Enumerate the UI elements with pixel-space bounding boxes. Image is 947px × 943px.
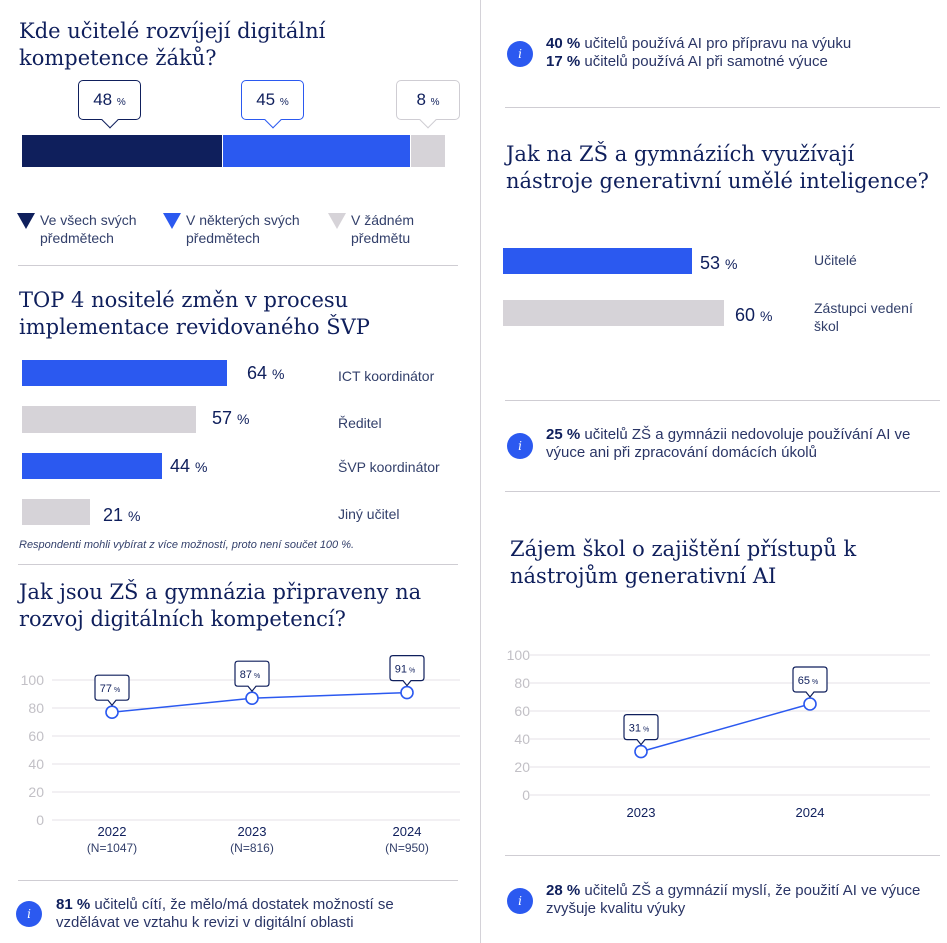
x-tick-label: 2022 <box>98 824 127 839</box>
x-tick-label: 2023 <box>627 805 656 820</box>
legend-marker-some <box>163 213 181 229</box>
data-callout <box>389 655 425 687</box>
s2-title: TOP 4 nositelé změn v procesu implementa… <box>19 288 370 339</box>
s4-label-teachers: Učitelé <box>814 252 857 268</box>
divider <box>18 564 458 565</box>
info4-text: 28 % učitelů ZŠ a gymnázií myslí, že pou… <box>546 882 921 917</box>
legend-all: Ve všech svých předmětech <box>40 212 137 246</box>
s1-value-some: 45 <box>256 90 276 109</box>
s2-value-teacher: 21 % <box>103 505 141 525</box>
s4-value-teachers: 53 % <box>700 253 738 273</box>
s3-series-line <box>111 691 408 713</box>
divider <box>18 265 458 266</box>
s1-value-all: 48 <box>93 90 113 109</box>
s2-label-svp: ŠVP koordinátor <box>338 459 440 475</box>
info-icon: i <box>507 41 533 67</box>
x-sample-label: (N=950) <box>385 841 429 855</box>
divider <box>505 400 940 401</box>
data-label: 31 % <box>629 723 649 735</box>
s2-bar-teacher <box>22 499 90 525</box>
s2-label-ict: ICT koordinátor <box>338 368 435 384</box>
s5-title: Zájem škol o zajištění přístupů k nástro… <box>510 537 857 588</box>
info-icon: i <box>16 901 42 927</box>
y-tick-label: 40 <box>514 731 530 747</box>
s1-bar-all <box>22 135 222 167</box>
data-label: 87 % <box>240 669 260 681</box>
divider <box>505 491 940 492</box>
y-tick-label: 0 <box>522 787 530 803</box>
data-label: 91 % <box>395 664 415 676</box>
legend-marker-none <box>328 213 346 229</box>
s2-value-ict: 64 % <box>247 363 285 383</box>
s4-bar-management <box>503 300 724 326</box>
data-point <box>105 705 119 719</box>
y-tick-label: 100 <box>507 647 531 663</box>
s1-callout-some: 45 % <box>241 80 304 129</box>
data-label: 77 % <box>100 683 120 695</box>
x-tick-label: 2024 <box>796 805 825 820</box>
y-tick-label: 0 <box>36 812 44 828</box>
s4-value-management: 60 % <box>735 305 773 325</box>
legend-marker-all <box>17 213 35 229</box>
y-tick-label: 40 <box>28 756 44 772</box>
s4-title: Jak na ZŠ a gymnáziích využívají nástroj… <box>506 142 929 193</box>
s4-bar-teachers <box>503 248 692 274</box>
s2-bar-svp <box>22 453 162 479</box>
y-tick-label: 60 <box>514 703 530 719</box>
s2-value-director: 57 % <box>212 408 250 428</box>
info-icon: i <box>507 888 533 914</box>
s5-series-line <box>640 703 811 753</box>
data-point <box>245 691 259 706</box>
data-point <box>634 744 648 759</box>
column-divider <box>480 0 481 943</box>
x-tick-label: 2023 <box>238 824 267 839</box>
y-tick-label: 20 <box>514 759 530 775</box>
s1-callout-all: 48 % <box>78 80 141 129</box>
s1-title: Kde učitelé rozvíjejí digitální kompeten… <box>19 19 326 70</box>
s2-note: Respondenti mohli vybírat z více možnost… <box>19 539 355 551</box>
data-callout <box>623 714 659 746</box>
x-sample-label: (N=1047) <box>87 841 137 855</box>
divider <box>505 855 940 856</box>
data-point <box>803 697 817 711</box>
s5-chart: 100 80 60 40 20 0 31 % 65 % 2023 2024 <box>507 647 930 820</box>
s2-label-teacher: Jiný učitel <box>338 506 400 522</box>
y-tick-label: 60 <box>28 728 44 744</box>
divider <box>505 107 940 108</box>
x-sample-label: (N=816) <box>230 841 274 855</box>
s2-bar-ict <box>22 360 227 386</box>
data-callout <box>94 674 130 707</box>
data-callout <box>792 666 828 698</box>
data-point <box>400 685 414 700</box>
y-tick-label: 100 <box>21 672 45 688</box>
s1-bar-some <box>223 135 410 167</box>
s1-value-none: 8 <box>416 90 426 109</box>
info3-text: 25 % učitelů ZŠ a gymnázii nedovoluje po… <box>546 426 911 461</box>
y-tick-label: 80 <box>28 700 44 716</box>
s3-chart: 100 80 60 40 20 0 77 % 87 % 91 % 2022 (N=1047) 20… <box>21 655 460 855</box>
data-label: 65 % <box>798 675 818 687</box>
y-tick-label: 20 <box>28 784 44 800</box>
data-callout <box>234 660 270 693</box>
divider <box>18 880 458 881</box>
info2-text: 40 % učitelů používá AI pro přípravu na … <box>546 35 852 70</box>
s4-label-management: Zástupci vedení škol <box>814 300 913 334</box>
legend-none: V žádném předmětu <box>351 212 415 246</box>
x-tick-label: 2024 <box>393 824 422 839</box>
s1-callout-none: 8 % <box>396 80 460 129</box>
y-tick-label: 80 <box>514 675 530 691</box>
s2-label-director: Ředitel <box>338 415 382 431</box>
info-icon: i <box>507 433 533 459</box>
s3-title: Jak jsou ZŠ a gymnázia připraveny na roz… <box>19 580 422 631</box>
s2-value-svp: 44 % <box>170 456 208 476</box>
s1-bar-none <box>411 135 445 167</box>
info1-text: 81 % učitelů cítí, že mělo/má dostatek m… <box>56 896 394 931</box>
legend-some: V některých svých předmětech <box>186 212 300 246</box>
s2-bar-director <box>22 406 196 433</box>
